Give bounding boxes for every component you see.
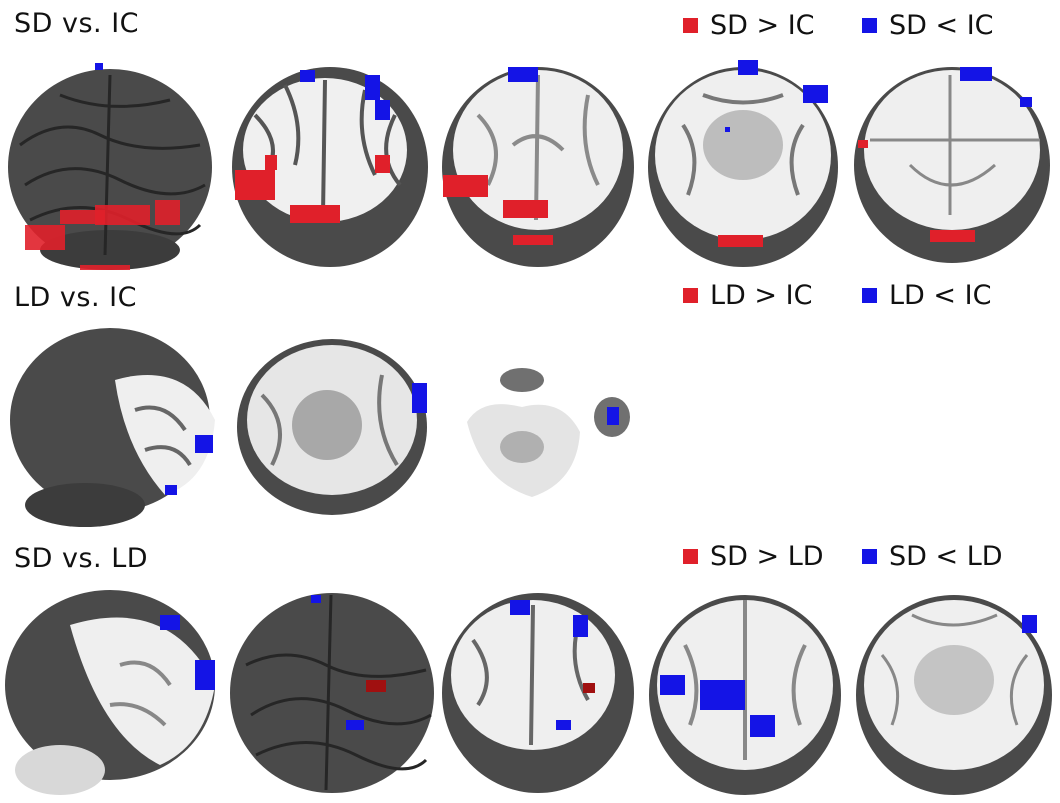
brain-axial-cut-high — [225, 55, 435, 270]
brain-sagittal-cut — [5, 320, 230, 530]
brain-axial-cut-mid — [438, 55, 638, 270]
panel-2-legend-decrease: LD < IC — [862, 280, 991, 311]
brain-axial-cut-inferior — [232, 335, 437, 525]
brain-surface-rear-view-2 — [226, 585, 438, 800]
legend-label: SD < IC — [889, 10, 994, 41]
brain-sagittal-cut-medial — [0, 585, 225, 800]
red-swatch-icon — [683, 18, 698, 33]
brain-axial-cut-low — [643, 55, 843, 270]
blue-swatch-icon — [862, 549, 877, 564]
panel-3-legend-increase: SD > LD — [683, 541, 824, 572]
brain-axial-cut-fragments — [462, 362, 637, 502]
legend-label: SD < LD — [889, 541, 1003, 572]
panel-1-title: SD vs. IC — [14, 8, 140, 39]
panel-2-title: LD vs. IC — [14, 282, 137, 313]
legend-label: SD > LD — [710, 541, 824, 572]
panel-3-legend-decrease: SD < LD — [862, 541, 1003, 572]
brain-axial-cut-low-2 — [852, 585, 1057, 800]
legend-label: LD < IC — [889, 280, 992, 311]
legend-label: LD > IC — [710, 280, 813, 311]
panel-1-legend-decrease: SD < IC — [862, 10, 994, 41]
brain-axial-cut-mid-2 — [645, 585, 845, 800]
legend-label: SD > IC — [710, 10, 815, 41]
panel-3-title: SD vs. LD — [14, 543, 149, 574]
blue-swatch-icon — [862, 288, 877, 303]
panel-1-legend-increase: SD > IC — [683, 10, 815, 41]
brain-axial-cut-high-2 — [438, 585, 638, 800]
brain-axial-cut-lowest — [850, 55, 1055, 270]
red-swatch-icon — [683, 288, 698, 303]
red-swatch-icon — [683, 549, 698, 564]
panel-2-legend-increase: LD > IC — [683, 280, 812, 311]
blue-swatch-icon — [862, 18, 877, 33]
brain-surface-rear-view — [0, 55, 220, 270]
